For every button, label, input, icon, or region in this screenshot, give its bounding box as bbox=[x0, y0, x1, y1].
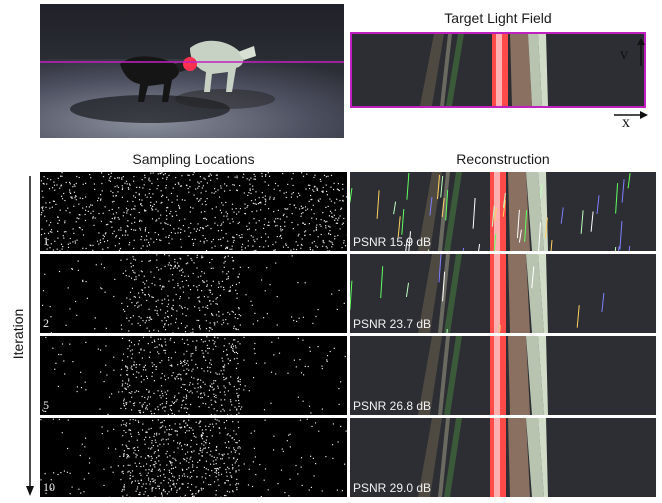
target-light-field-title: Target Light Field bbox=[350, 10, 646, 26]
psnr-label: PSNR 15.9 dB bbox=[353, 235, 431, 249]
x-axis-arrow bbox=[612, 108, 648, 120]
iteration-number: 5 bbox=[43, 398, 49, 413]
reconstruction-panel-iter-5: PSNR 26.8 dB bbox=[350, 336, 656, 415]
scene-render-image bbox=[40, 4, 344, 138]
reconstruction-panel-iter-1: PSNR 15.9 dB bbox=[350, 172, 656, 251]
x-axis-label: x bbox=[622, 114, 630, 132]
sampling-panel-iter-5: 5 bbox=[40, 336, 347, 415]
psnr-label: PSNR 23.7 dB bbox=[353, 317, 431, 331]
v-axis-arrow bbox=[628, 38, 648, 68]
iteration-number: 10 bbox=[43, 480, 55, 495]
target-light-field-image bbox=[350, 32, 646, 108]
psnr-label: PSNR 26.8 dB bbox=[353, 399, 431, 413]
iteration-number: 2 bbox=[43, 316, 49, 331]
sampling-locations-title: Sampling Locations bbox=[40, 151, 347, 167]
reconstruction-panel-iter-2: PSNR 23.7 dB bbox=[350, 254, 656, 333]
reconstruction-panel-iter-10: PSNR 29.0 dB bbox=[350, 418, 656, 497]
reconstruction-title: Reconstruction bbox=[350, 151, 656, 167]
v-axis-label: v bbox=[620, 46, 628, 64]
sampling-panel-iter-1: 1 bbox=[40, 172, 347, 251]
sampling-panel-iter-10: 10 bbox=[40, 418, 347, 497]
iteration-axis-label: Iteration bbox=[10, 304, 26, 364]
sampling-panel-iter-2: 2 bbox=[40, 254, 347, 333]
psnr-label: PSNR 29.0 dB bbox=[353, 481, 431, 495]
iteration-number: 1 bbox=[43, 234, 49, 249]
